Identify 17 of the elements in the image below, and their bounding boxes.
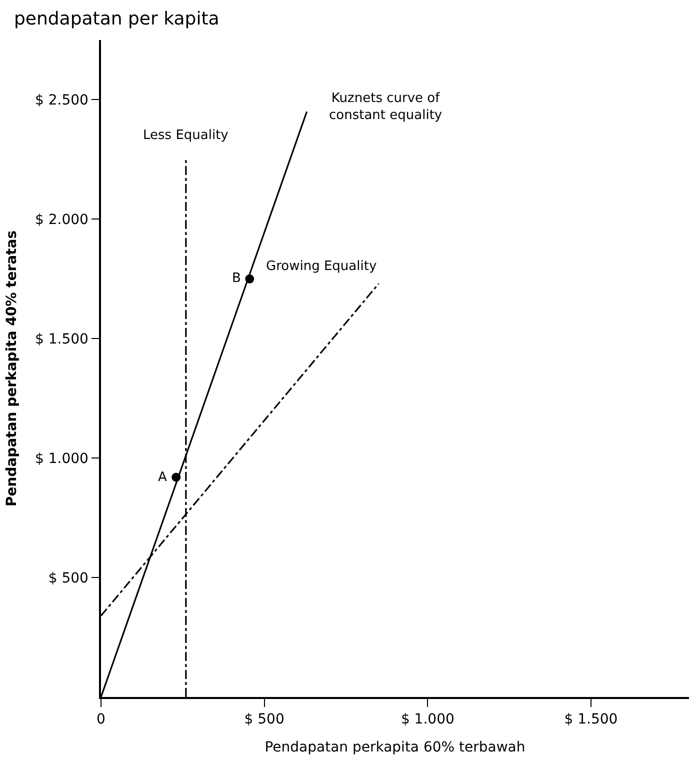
y-tick-label: $ 500 xyxy=(48,570,88,586)
y-axis-title: Pendapatan perkapita 40% teratas xyxy=(4,230,20,507)
series-label: Less Equality xyxy=(143,128,229,143)
x-tick-label: $ 1.500 xyxy=(564,712,618,728)
y-tick-label: $ 2.500 xyxy=(35,92,88,109)
x-tick-label: 0 xyxy=(96,712,106,728)
x-axis-title: Pendapatan perkapita 60% terbawah xyxy=(264,739,526,756)
y-tick-label: $ 1.000 xyxy=(35,450,88,467)
series-label: Kuznets curve of constant equality xyxy=(329,91,442,123)
x-tick-label: $ 1.000 xyxy=(400,712,454,728)
y-tick-label: $ 1.500 xyxy=(35,332,88,348)
y-tick-label: $ 2.000 xyxy=(35,212,88,228)
annotation: B xyxy=(232,271,241,286)
x-tick-label: $ 500 xyxy=(244,712,284,728)
chart-title: pendapatan per kapita xyxy=(14,8,220,30)
annotation: A xyxy=(158,470,167,485)
series-label: Growing Equality xyxy=(266,259,377,274)
